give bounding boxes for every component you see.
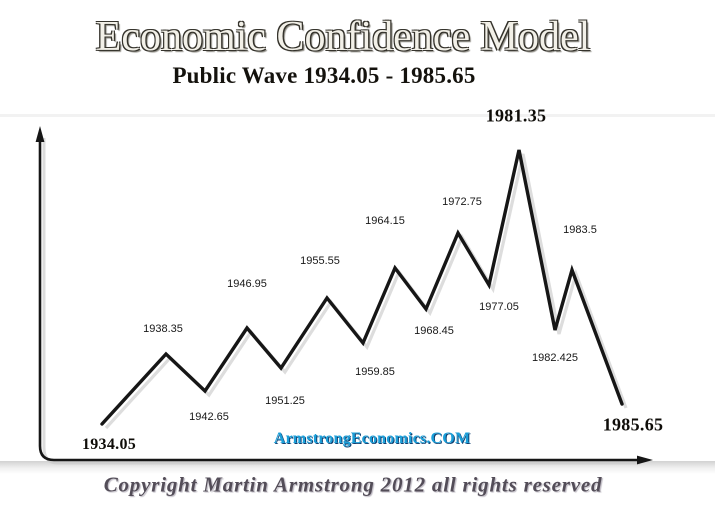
wave-line	[100, 149, 624, 426]
point-label-1942.65: 1942.65	[189, 411, 229, 423]
point-label-1985.65: 1985.65	[602, 414, 664, 435]
point-label-1934.05: 1934.05	[81, 436, 137, 453]
point-label-1977.05: 1977.05	[479, 301, 519, 313]
chart-subtitle: Public Wave 1934.05 - 1985.65	[172, 63, 476, 88]
point-label-1955.55: 1955.55	[300, 255, 340, 267]
axes	[38, 133, 644, 462]
point-label-1972.75: 1972.75	[442, 196, 482, 208]
point-label-1964.15: 1964.15	[365, 215, 405, 227]
x-axis-arrowhead	[637, 455, 653, 465]
point-label-1981.35: 1981.35	[485, 105, 547, 126]
y-axis-arrowhead	[35, 126, 45, 142]
point-label-1968.45: 1968.45	[414, 325, 454, 337]
copyright-text: Copyright Martin Armstrong 2012 all righ…	[103, 472, 603, 497]
point-label-1951.25: 1951.25	[265, 395, 305, 407]
point-label-1983.5: 1983.5	[563, 224, 597, 236]
image-top-edge	[0, 114, 715, 117]
point-label-1959.85: 1959.85	[355, 366, 395, 378]
chart-title: Economic Confidence Model	[95, 14, 591, 60]
point-label-1946.95: 1946.95	[227, 278, 267, 290]
point-label-1982.425: 1982.425	[532, 352, 578, 364]
watermark-text: ArmstrongEconomics.COM	[273, 430, 471, 447]
point-label-1938.35: 1938.35	[143, 323, 183, 335]
